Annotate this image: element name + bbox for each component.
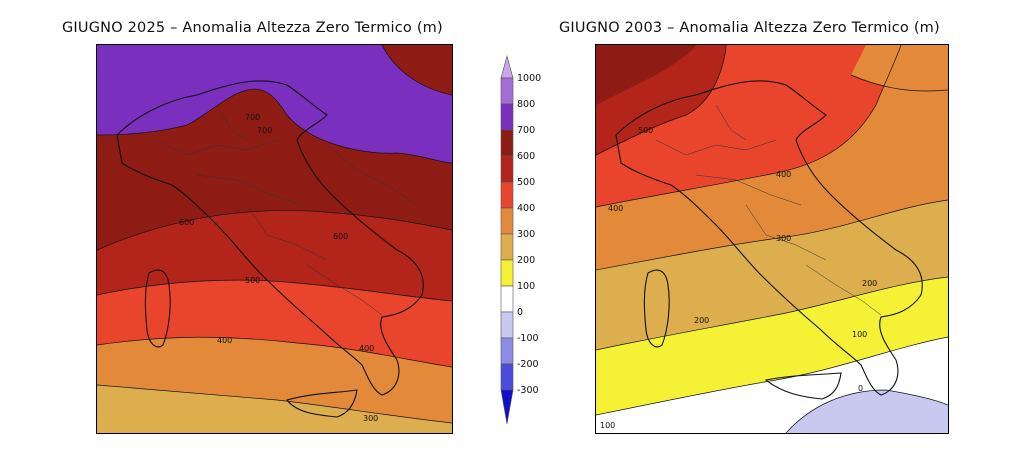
sardinia: [144, 269, 171, 348]
right-map-title: GIUGNO 2003 – Anomalia Altezza Zero Term…: [559, 20, 940, 36]
colorbar-label: 1000: [517, 73, 541, 84]
band-600-700-ne: [382, 45, 452, 95]
band-neg: [786, 390, 948, 433]
colorbar-label: 200: [517, 255, 535, 266]
colorbar-label: 500: [517, 177, 535, 188]
italy-outline: [615, 80, 923, 400]
colorbar-label: 0: [517, 307, 523, 318]
region-borders: [156, 104, 418, 316]
band-600-700: [596, 45, 696, 105]
colorbar-label: 800: [517, 99, 535, 110]
contour-label: 300: [776, 234, 791, 243]
contour-label: 500: [245, 276, 260, 285]
colorbar-label: 600: [517, 151, 535, 162]
contour-label: 400: [776, 170, 791, 179]
colorbar-legend: 1000 800 700 600 500 400 300 200 100 0 -…: [496, 52, 556, 432]
contour-label: 400: [359, 344, 374, 353]
left-map-title: GIUGNO 2025 – Anomalia Altezza Zero Term…: [62, 20, 443, 36]
contour-label: 700: [257, 126, 272, 135]
colorbar-label: -300: [517, 385, 539, 396]
sicily: [286, 389, 358, 418]
sicily: [764, 372, 842, 400]
contour-label: 100: [852, 330, 867, 339]
sardinia: [643, 269, 670, 348]
contour-label: 0: [858, 384, 863, 393]
colorbar-label: 100: [517, 281, 535, 292]
colorbar-label: 300: [517, 229, 535, 240]
contour-label: 400: [608, 204, 623, 213]
band-300-400-ne: [851, 45, 948, 92]
region-borders: [655, 104, 882, 316]
colorbar-label: -200: [517, 359, 539, 370]
anomaly-map-2025: 700 700 600 600 500 400 400 300: [96, 44, 453, 434]
colorbar-bottom-arrow: [500, 389, 514, 425]
colorbar-label: -100: [517, 333, 539, 344]
contour-label: 600: [333, 232, 348, 241]
contour-label: 600: [179, 218, 194, 227]
anomaly-map-2003: 500 400 400 300 200 200 100 0 100: [595, 44, 949, 434]
colorbar-label: 700: [517, 125, 535, 136]
contour-label: 300: [363, 414, 378, 423]
band-700-800: [97, 45, 452, 163]
colorbar-top-arrow: [500, 54, 514, 79]
contour-label: 100: [600, 421, 615, 430]
italy-outline: [116, 80, 424, 418]
band-alps-pocket: [237, 94, 265, 114]
colorbar-label: 400: [517, 203, 535, 214]
contour-label: 700: [245, 113, 260, 122]
contour-label: 200: [862, 279, 877, 288]
contour-label: 400: [217, 336, 232, 345]
contour-label: 500: [638, 126, 653, 135]
contour-label: 200: [694, 316, 709, 325]
